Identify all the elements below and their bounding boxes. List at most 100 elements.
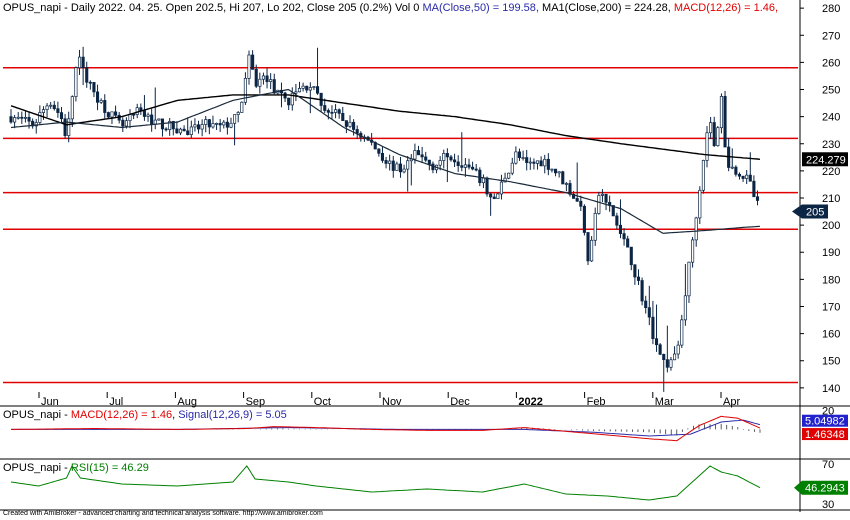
candle-body xyxy=(622,233,626,240)
rsi-y-tick-label: 70 xyxy=(822,459,834,471)
candle-body xyxy=(287,97,291,106)
candle-body xyxy=(525,157,529,163)
macd-line xyxy=(11,415,761,442)
candle-body xyxy=(207,119,211,128)
candle-body xyxy=(665,359,669,368)
candle-body xyxy=(20,116,24,119)
candle-body xyxy=(705,132,709,161)
candle-body xyxy=(503,177,507,183)
candle-body xyxy=(575,198,579,202)
candle-body xyxy=(568,183,572,195)
candle-body xyxy=(442,153,446,161)
candle-body xyxy=(456,161,460,167)
candle-body xyxy=(654,338,659,346)
rsi-panel-header: OPUS_napi - RSI(15) = 46.29 xyxy=(3,462,149,475)
candle-body xyxy=(92,82,96,93)
candle-body xyxy=(171,121,175,130)
candle-body xyxy=(96,91,100,103)
candle-body xyxy=(164,128,168,131)
macd-value-badge-label: 5.04982 xyxy=(805,416,845,428)
candle-body xyxy=(150,114,154,125)
candle-body xyxy=(391,160,395,171)
candle-body xyxy=(539,160,543,167)
candle-body xyxy=(651,316,655,340)
candle-body xyxy=(146,114,150,117)
x-tick-label: Dec xyxy=(450,396,470,408)
macd-signal-line xyxy=(11,419,761,437)
candle-body xyxy=(222,121,226,126)
candle-body xyxy=(535,160,540,164)
candle-body xyxy=(27,116,31,122)
rsi-line xyxy=(10,464,761,501)
candle-body xyxy=(121,119,125,127)
candle-body xyxy=(344,120,348,127)
candle-body xyxy=(41,109,46,113)
candle-body xyxy=(290,92,294,106)
candle-body xyxy=(240,101,244,113)
candle-body xyxy=(496,193,500,199)
candle-body xyxy=(308,87,312,91)
candle-body xyxy=(564,183,568,185)
price-y-tick-label: 250 xyxy=(822,85,840,97)
candle-body xyxy=(49,104,53,107)
candle-body xyxy=(647,307,651,318)
price-y-tick-label: 200 xyxy=(822,220,840,232)
macd-panel-header: OPUS_napi - MACD(12,26) = 1.46, Signal(1… xyxy=(3,409,287,422)
candle-body xyxy=(514,151,518,164)
price-y-tick-label: 220 xyxy=(822,166,840,178)
candle-body xyxy=(189,126,193,135)
candle-body xyxy=(178,128,183,134)
candle-body xyxy=(341,113,345,121)
candle-body xyxy=(377,148,381,154)
candle-body xyxy=(481,177,485,184)
x-tick-label: Sep xyxy=(246,396,266,408)
candle-body xyxy=(211,123,215,128)
macd-header-macd: MACD(12,26) = 1.46 xyxy=(70,409,173,421)
candle-body xyxy=(611,205,615,217)
price-header-ma200: MA1(Close,200) = 224.28, xyxy=(542,2,674,14)
candle-body xyxy=(186,130,190,135)
candle-body xyxy=(168,121,172,130)
candle-body xyxy=(532,161,536,164)
candle-body xyxy=(590,239,594,262)
candle-body xyxy=(16,116,20,119)
candle-body xyxy=(467,164,471,168)
candle-body xyxy=(272,79,276,94)
candle-body xyxy=(716,127,720,146)
candle-body xyxy=(413,150,417,160)
candle-body xyxy=(604,193,608,203)
candle-body xyxy=(204,119,208,125)
candle-body xyxy=(67,118,71,136)
candle-body xyxy=(618,224,623,234)
candle-body xyxy=(554,168,558,174)
price-panel-header: OPUS_napi - Daily 2022. 04. 25. Open 202… xyxy=(3,2,778,15)
x-tick-label: Feb xyxy=(587,396,606,408)
candle-body xyxy=(337,109,341,114)
candle-body xyxy=(200,124,204,130)
candle-body xyxy=(463,164,467,168)
candle-body xyxy=(730,166,734,169)
candle-body xyxy=(626,238,630,248)
candle-body xyxy=(34,122,38,127)
price-y-tick-label: 260 xyxy=(822,57,840,69)
ma50-line xyxy=(10,88,761,234)
candle-body xyxy=(13,117,17,123)
candle-body xyxy=(315,86,320,94)
candle-body xyxy=(196,124,201,130)
close-value-badge xyxy=(792,204,828,219)
price-y-tick-label: 140 xyxy=(822,383,840,395)
candle-body xyxy=(236,112,240,115)
candle-body xyxy=(438,160,442,166)
candle-body xyxy=(557,171,561,174)
candle-body xyxy=(597,195,601,214)
candle-body xyxy=(424,156,428,161)
candle-body xyxy=(38,112,42,123)
candle-body xyxy=(157,118,161,121)
candle-body xyxy=(352,121,356,130)
candle-body xyxy=(644,300,648,309)
candle-body xyxy=(135,107,139,115)
x-tick-label: 2022 xyxy=(518,396,542,408)
candle-body xyxy=(106,112,110,118)
candle-body xyxy=(334,109,338,113)
